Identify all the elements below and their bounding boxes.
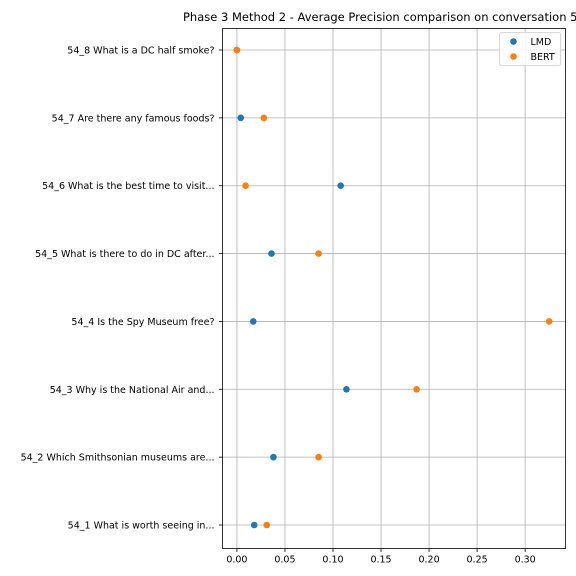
data-point-lmd	[270, 453, 277, 461]
legend-label-lmd: LMD	[531, 37, 552, 48]
y-tick-label: 54_6 What is the best time to visit...	[42, 181, 214, 192]
y-tick-label: 54_2 Which Smithsonian museums are...	[21, 453, 215, 464]
data-points	[233, 46, 553, 529]
x-tick-label: 0.25	[467, 555, 488, 566]
x-tick-label: 0.30	[515, 555, 536, 566]
data-point-bert	[315, 453, 322, 461]
data-point-lmd	[268, 250, 275, 257]
data-point-bert	[413, 385, 420, 393]
y-tick-label: 54_8 What is a DC half smoke?	[67, 46, 214, 57]
x-tick-label: 0.10	[322, 555, 343, 566]
legend-marker-bert	[510, 53, 517, 60]
chart-title: Phase 3 Method 2 - Average Precision com…	[183, 10, 576, 24]
y-tick-label: 54_3 Why is the National Air and...	[50, 385, 215, 396]
y-tick-label: 54_4 Is the Spy Museum free?	[71, 317, 214, 328]
data-point-lmd	[343, 385, 350, 393]
data-point-bert	[315, 250, 322, 257]
data-point-bert	[260, 114, 268, 122]
data-point-bert	[242, 182, 249, 190]
legend-marker-lmd	[510, 38, 517, 45]
plot-frame	[222, 28, 566, 549]
y-tick-label: 54_5 What is there to do in DC after...	[35, 249, 214, 260]
x-tick-label: 0.15	[370, 555, 391, 566]
legend-label-bert: BERT	[531, 52, 555, 63]
data-point-bert	[545, 318, 553, 325]
data-point-lmd	[249, 318, 257, 325]
data-point-lmd	[337, 182, 344, 190]
x-tick-label: 0.20	[418, 555, 439, 566]
data-point-lmd	[250, 521, 258, 529]
data-point-bert	[263, 521, 270, 529]
data-point-bert	[233, 46, 241, 54]
axis-ticks: 0.00 0.05 0.10 0.15 0.20 0.25 0.30 54_1 What is…	[21, 46, 536, 566]
data-point-lmd	[237, 114, 245, 122]
y-tick-label: 54_7 Are there any famous foods?	[52, 113, 215, 124]
legend: LMD BERT	[499, 32, 561, 66]
x-tick-label: 0.00	[226, 555, 247, 566]
x-tick-label: 0.05	[274, 555, 295, 566]
grid-lines	[222, 28, 566, 549]
y-tick-label: 54_1 What is worth seeing in...	[68, 521, 215, 532]
